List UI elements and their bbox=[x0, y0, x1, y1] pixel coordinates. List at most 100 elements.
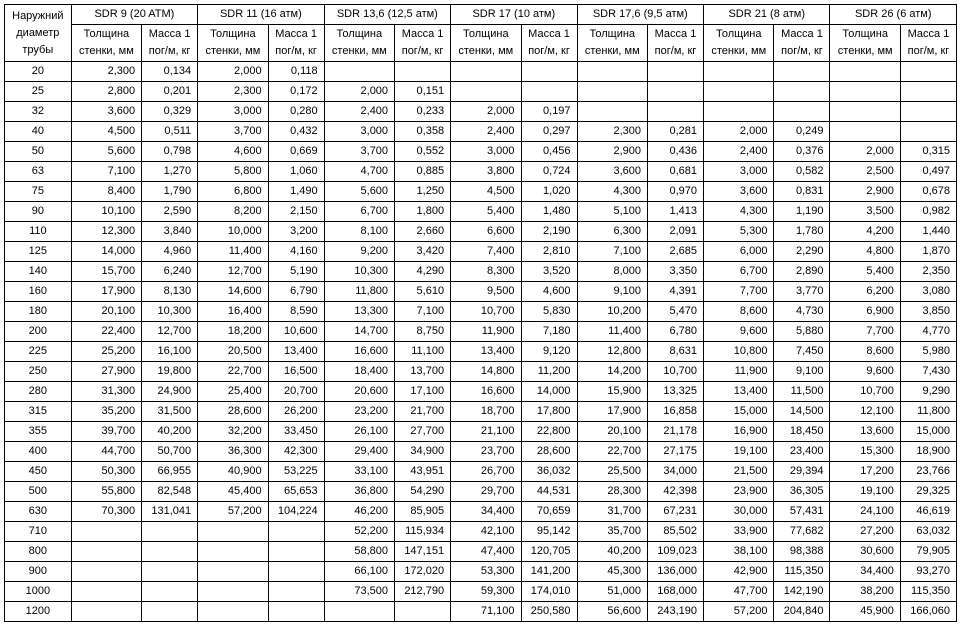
mass-cell: 13,700 bbox=[395, 362, 451, 382]
thickness-cell: 15,000 bbox=[704, 402, 774, 422]
thickness-cell: 5,600 bbox=[324, 182, 394, 202]
mass-cell: 7,100 bbox=[395, 302, 451, 322]
mass-cell bbox=[774, 82, 830, 102]
thickness-cell: 58,800 bbox=[324, 542, 394, 562]
mass-cell: 3,520 bbox=[521, 262, 577, 282]
mass-cell: 5,980 bbox=[900, 342, 956, 362]
mass-cell: 2,150 bbox=[268, 202, 324, 222]
thickness-cell: 26,700 bbox=[451, 462, 521, 482]
mass-cell: 0,436 bbox=[647, 142, 703, 162]
mass-cell: 0,197 bbox=[521, 102, 577, 122]
row-header-line3: трубы bbox=[22, 44, 53, 56]
mass-cell: 11,800 bbox=[900, 402, 956, 422]
thickness-cell: 45,300 bbox=[577, 562, 647, 582]
mass-cell: 0,134 bbox=[142, 62, 198, 82]
thickness-cell: 31,700 bbox=[577, 502, 647, 522]
thickness-cell: 30,000 bbox=[704, 502, 774, 522]
diameter-cell: 180 bbox=[5, 302, 72, 322]
thickness-cell: 3,600 bbox=[704, 182, 774, 202]
table-row: 16017,9008,13014,6006,79011,8005,6109,50… bbox=[5, 282, 957, 302]
mass-cell: 0,582 bbox=[774, 162, 830, 182]
mass-cell: 23,766 bbox=[900, 462, 956, 482]
mass-cell: 36,305 bbox=[774, 482, 830, 502]
thickness-cell bbox=[830, 102, 900, 122]
thickness-cell: 2,800 bbox=[71, 82, 141, 102]
thickness-cell: 21,500 bbox=[704, 462, 774, 482]
mass-cell: 142,190 bbox=[774, 582, 830, 602]
thickness-cell: 8,000 bbox=[577, 262, 647, 282]
thickness-cell: 5,300 bbox=[704, 222, 774, 242]
thickness-cell: 24,100 bbox=[830, 502, 900, 522]
thickness-cell: 16,600 bbox=[451, 382, 521, 402]
thickness-cell: 18,700 bbox=[451, 402, 521, 422]
thickness-cell bbox=[198, 562, 268, 582]
thickness-cell: 44,700 bbox=[71, 442, 141, 462]
mass-cell: 0,669 bbox=[268, 142, 324, 162]
mass-cell: 6,780 bbox=[647, 322, 703, 342]
thickness-cell: 73,500 bbox=[324, 582, 394, 602]
mass-cell: 1,780 bbox=[774, 222, 830, 242]
mass-cell: 0,798 bbox=[142, 142, 198, 162]
mass-cell: 204,840 bbox=[774, 602, 830, 622]
diameter-cell: 75 bbox=[5, 182, 72, 202]
mass-cell: 0,329 bbox=[142, 102, 198, 122]
thickness-cell: 45,400 bbox=[198, 482, 268, 502]
mass-cell: 93,270 bbox=[900, 562, 956, 582]
mass-cell: 16,858 bbox=[647, 402, 703, 422]
mass-cell: 2,590 bbox=[142, 202, 198, 222]
thickness-cell: 4,500 bbox=[451, 182, 521, 202]
col-mass: Масса 1пог/м, кг bbox=[647, 25, 703, 62]
thickness-cell bbox=[324, 62, 394, 82]
table-row: 63070,300131,04157,200104,22446,20085,90… bbox=[5, 502, 957, 522]
mass-cell bbox=[521, 62, 577, 82]
thickness-cell: 20,500 bbox=[198, 342, 268, 362]
mass-cell: 21,700 bbox=[395, 402, 451, 422]
table-row: 90066,100172,02053,300141,20045,300136,0… bbox=[5, 562, 957, 582]
mass-cell bbox=[900, 122, 956, 142]
thickness-cell: 3,000 bbox=[198, 102, 268, 122]
thickness-cell: 25,400 bbox=[198, 382, 268, 402]
thickness-cell: 2,000 bbox=[198, 62, 268, 82]
mass-cell: 20,700 bbox=[268, 382, 324, 402]
thickness-cell: 70,300 bbox=[71, 502, 141, 522]
mass-cell: 34,000 bbox=[647, 462, 703, 482]
table-row: 12514,0004,96011,4004,1609,2003,4207,400… bbox=[5, 242, 957, 262]
sdr-group-header: SDR 17 (10 атм) bbox=[451, 5, 577, 25]
col-thickness: Толщинастенки, мм bbox=[577, 25, 647, 62]
mass-cell: 10,700 bbox=[647, 362, 703, 382]
table-row: 758,4001,7906,8001,4905,6001,2504,5001,0… bbox=[5, 182, 957, 202]
mass-cell: 15,000 bbox=[900, 422, 956, 442]
thickness-cell: 56,600 bbox=[577, 602, 647, 622]
table-row: 202,3000,1342,0000,118 bbox=[5, 62, 957, 82]
thickness-cell: 3,000 bbox=[324, 122, 394, 142]
thickness-cell: 39,700 bbox=[71, 422, 141, 442]
sdr-group-header: SDR 21 (8 атм) bbox=[704, 5, 830, 25]
table-row: 31535,20031,50028,60026,20023,20021,7001… bbox=[5, 402, 957, 422]
mass-cell: 12,700 bbox=[142, 322, 198, 342]
mass-cell: 0,151 bbox=[395, 82, 451, 102]
thickness-cell: 25,500 bbox=[577, 462, 647, 482]
mass-cell: 2,685 bbox=[647, 242, 703, 262]
thickness-cell: 10,100 bbox=[71, 202, 141, 222]
thickness-cell: 3,800 bbox=[451, 162, 521, 182]
mass-cell: 7,180 bbox=[521, 322, 577, 342]
diameter-cell: 90 bbox=[5, 202, 72, 222]
thickness-cell: 6,300 bbox=[577, 222, 647, 242]
mass-cell: 115,350 bbox=[900, 582, 956, 602]
thickness-cell: 7,700 bbox=[830, 322, 900, 342]
mass-cell bbox=[268, 542, 324, 562]
sdr-group-header: SDR 17,6 (9,5 атм) bbox=[577, 5, 703, 25]
thickness-cell: 22,700 bbox=[577, 442, 647, 462]
mass-cell: 4,730 bbox=[774, 302, 830, 322]
col-mass: Масса 1пог/м, кг bbox=[142, 25, 198, 62]
thickness-cell: 18,400 bbox=[324, 362, 394, 382]
thickness-cell: 15,300 bbox=[830, 442, 900, 462]
thickness-cell: 51,000 bbox=[577, 582, 647, 602]
mass-cell: 17,800 bbox=[521, 402, 577, 422]
mass-cell: 166,060 bbox=[900, 602, 956, 622]
mass-cell: 2,810 bbox=[521, 242, 577, 262]
thickness-cell: 20,100 bbox=[71, 302, 141, 322]
mass-cell: 11,500 bbox=[774, 382, 830, 402]
mass-cell: 2,350 bbox=[900, 262, 956, 282]
thickness-cell: 53,300 bbox=[451, 562, 521, 582]
